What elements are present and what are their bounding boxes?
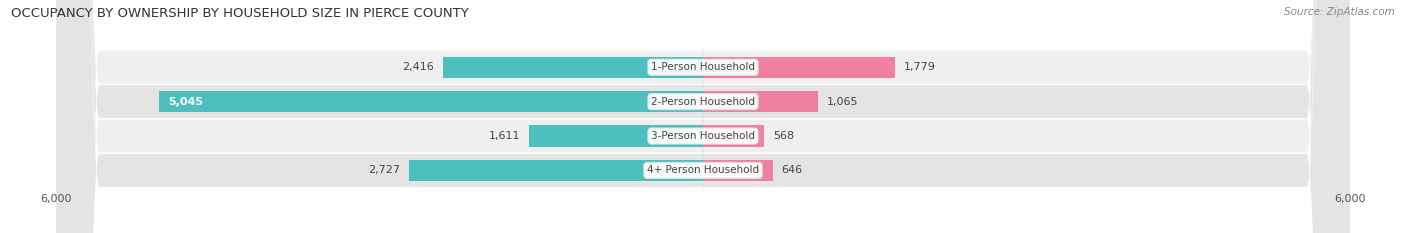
Bar	[703, 125, 765, 147]
Bar	[529, 125, 703, 147]
Text: 568: 568	[773, 131, 794, 141]
FancyBboxPatch shape	[56, 0, 1350, 233]
Text: 2-Person Household: 2-Person Household	[651, 97, 755, 107]
Bar	[409, 160, 703, 181]
Bar	[443, 57, 703, 78]
Text: 1,779: 1,779	[904, 62, 935, 72]
Text: 646: 646	[782, 165, 803, 175]
Text: 2,727: 2,727	[368, 165, 401, 175]
Text: 3-Person Household: 3-Person Household	[651, 131, 755, 141]
Text: 5,045: 5,045	[167, 97, 202, 107]
FancyBboxPatch shape	[56, 0, 1350, 233]
Text: 2,416: 2,416	[402, 62, 434, 72]
FancyBboxPatch shape	[56, 0, 1350, 233]
Text: 1,065: 1,065	[827, 97, 858, 107]
Text: 1-Person Household: 1-Person Household	[651, 62, 755, 72]
Text: OCCUPANCY BY OWNERSHIP BY HOUSEHOLD SIZE IN PIERCE COUNTY: OCCUPANCY BY OWNERSHIP BY HOUSEHOLD SIZE…	[11, 7, 470, 20]
Bar	[703, 160, 773, 181]
Text: 4+ Person Household: 4+ Person Household	[647, 165, 759, 175]
Text: 1,611: 1,611	[489, 131, 520, 141]
Bar	[159, 91, 703, 112]
Text: Source: ZipAtlas.com: Source: ZipAtlas.com	[1284, 7, 1395, 17]
Bar	[703, 91, 818, 112]
FancyBboxPatch shape	[56, 0, 1350, 233]
Bar	[703, 57, 894, 78]
